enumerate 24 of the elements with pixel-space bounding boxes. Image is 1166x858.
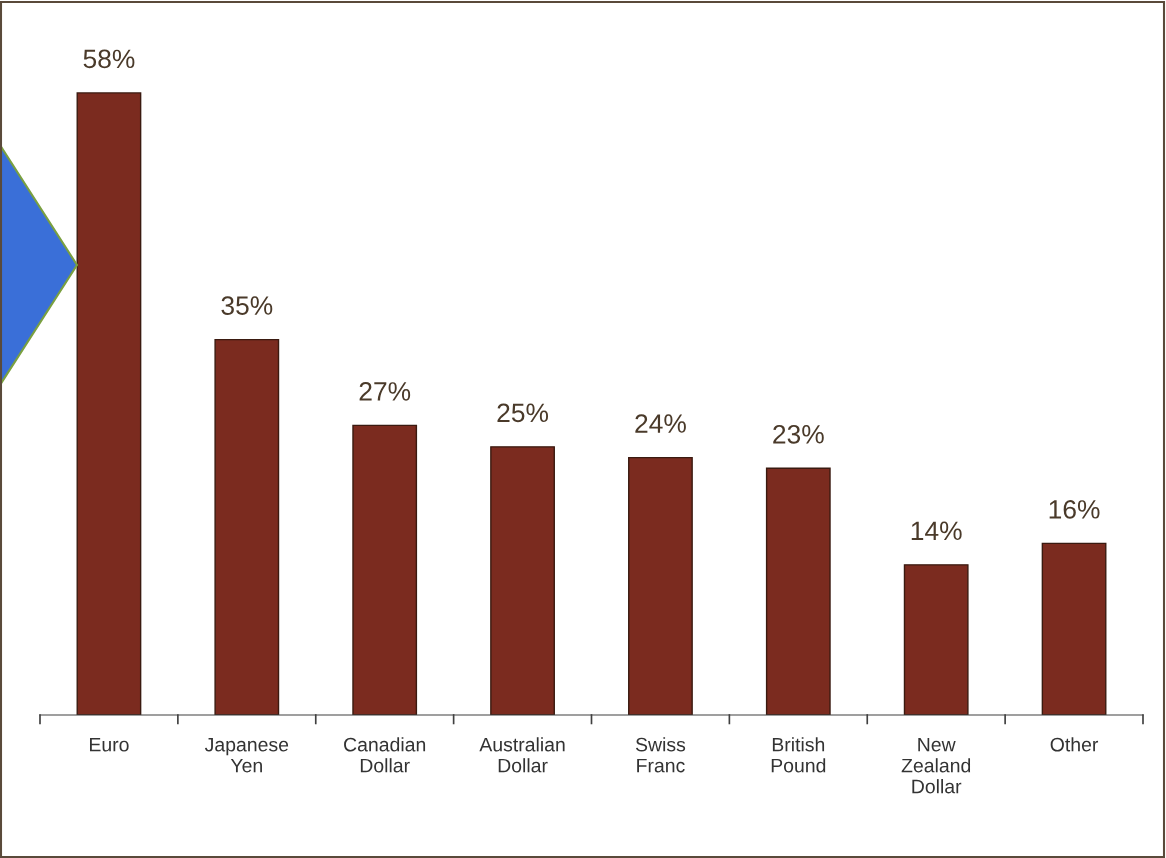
x-tick-label: Canadian Dollar [344, 737, 426, 773]
x-tick-label: Euro [90, 737, 129, 752]
bar [352, 424, 418, 715]
bar [628, 456, 693, 715]
bar [1041, 542, 1107, 715]
bar [76, 92, 142, 715]
data-label: 16% [1049, 500, 1100, 519]
bar [490, 446, 555, 715]
x-tick-label: British Pound [771, 737, 826, 773]
x-tick-label: New Zealand Dollar [901, 737, 971, 794]
x-tick-label: Other [1050, 737, 1099, 752]
x-tick-label: Australian Dollar [479, 737, 565, 773]
data-label: 25% [497, 403, 549, 423]
data-label: 23% [773, 424, 824, 444]
data-label: 35% [221, 296, 273, 315]
x-tick-label: Japanese Yen [204, 737, 289, 773]
bar [214, 338, 280, 715]
x-tick-label: Swiss Franc [635, 737, 686, 773]
bar [765, 467, 831, 715]
bar [903, 564, 969, 715]
data-label: 14% [911, 521, 962, 541]
data-label: 27% [359, 382, 411, 401]
data-label: 58% [83, 49, 135, 69]
data-label: 24% [635, 414, 686, 433]
